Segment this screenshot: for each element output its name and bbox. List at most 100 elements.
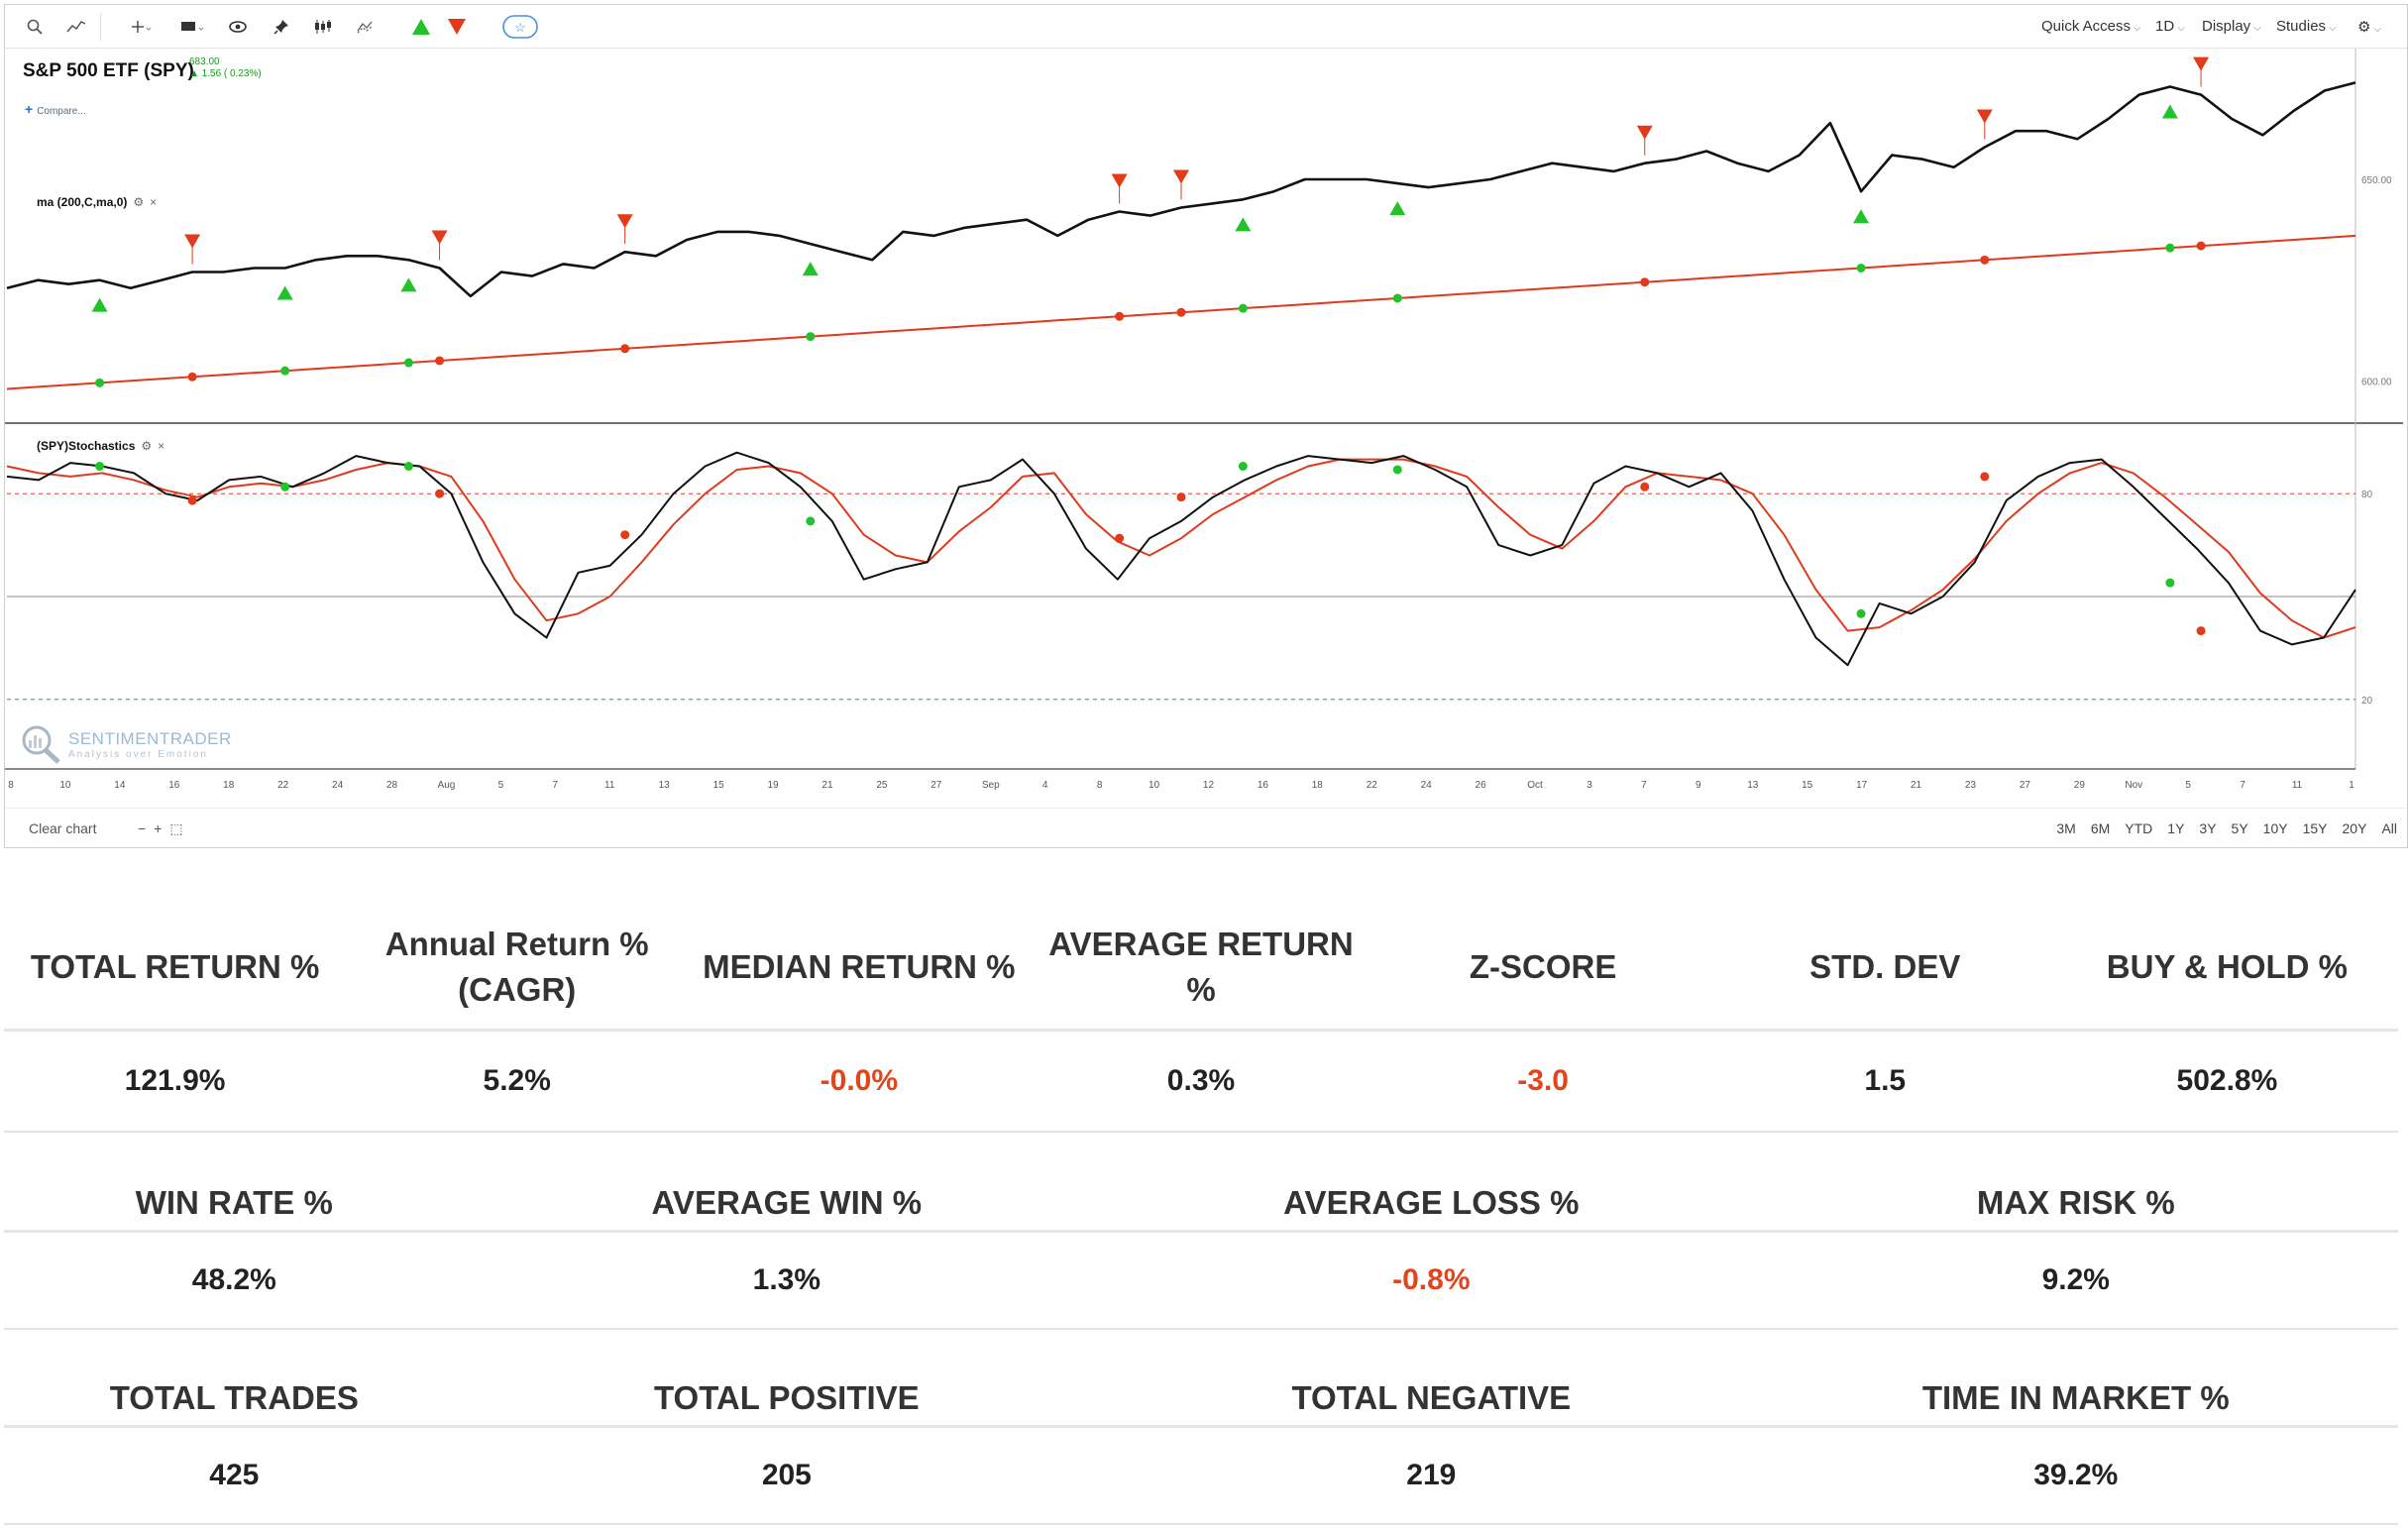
clear-chart-button[interactable]: Clear chart	[29, 820, 97, 836]
x-tick-label: 16	[1258, 780, 1269, 791]
range-20y[interactable]: 20Y	[2342, 820, 2367, 836]
ma-buy-dot	[806, 332, 816, 342]
x-tick-label: 16	[168, 780, 180, 791]
ma-study-label[interactable]: ma (200,C,ma,0) ⚙ ×	[37, 195, 158, 209]
line-chart-icon[interactable]	[62, 13, 90, 41]
range-15y[interactable]: 15Y	[2302, 820, 2328, 836]
stat-header: TOTAL RETURN %	[30, 948, 320, 985]
sell-signal-marker	[1173, 169, 1189, 184]
x-tick-label: 13	[659, 780, 671, 791]
compare-link[interactable]: + Compare...	[25, 101, 86, 117]
watermark-tagline: Analysis over Emotion	[68, 748, 208, 760]
buy-signal-marker	[91, 297, 108, 312]
legend-price: 683.00	[189, 56, 220, 67]
chart-window[interactable]: ☆ Quick Access ⌵ 1D ⌵ Display ⌵ Studies ⌵ ⚙ ⌵…	[4, 4, 2408, 848]
green-up-arrow-icon[interactable]	[407, 13, 435, 41]
close-icon[interactable]: ×	[158, 439, 165, 453]
ma-buy-dot	[403, 358, 413, 368]
candles-icon[interactable]	[308, 13, 338, 41]
gear-icon[interactable]: ⚙	[133, 195, 145, 209]
star-icon[interactable]: ☆	[500, 13, 540, 41]
x-tick-label: 9	[1696, 780, 1701, 791]
stoch-sell-dot	[1640, 482, 1650, 491]
range-10y[interactable]: 10Y	[2262, 820, 2288, 836]
stat-value: 121.9%	[124, 1064, 226, 1097]
stat-value: 1.5	[1864, 1064, 1907, 1097]
gear-icon[interactable]: ⚙	[141, 439, 153, 453]
stat-header: BUY & HOLD %	[2106, 948, 2349, 985]
eye-icon[interactable]	[223, 13, 253, 41]
x-tick-label: 21	[821, 780, 833, 791]
stat-header: TOTAL NEGATIVE	[1291, 1379, 1572, 1416]
stoch-buy-dot	[403, 462, 413, 472]
stoch-buy-dot	[1238, 462, 1248, 472]
x-tick-label: 7	[553, 780, 559, 791]
svg-text:☆: ☆	[514, 20, 526, 35]
sell-signal-marker	[1111, 173, 1128, 188]
stoch-d-line	[6, 458, 2356, 639]
buy-signal-marker	[276, 285, 293, 300]
studies-menu[interactable]: Studies ⌵	[2276, 18, 2337, 35]
zoom-reset-button[interactable]: ⬚	[169, 820, 191, 836]
range-all[interactable]: All	[2381, 820, 2397, 836]
stat-value: 219	[1406, 1459, 1457, 1491]
sell-signal-marker	[616, 214, 633, 229]
range-1y[interactable]: 1Y	[2167, 820, 2185, 836]
zoom-in-button[interactable]: +	[154, 820, 170, 836]
range-6m[interactable]: 6M	[2090, 820, 2111, 836]
range-5y[interactable]: 5Y	[2231, 820, 2248, 836]
x-tick-label: 7	[2240, 780, 2245, 791]
close-icon[interactable]: ×	[150, 195, 158, 209]
range-selector: 3M 6M YTD 1Y 3Y 5Y 10Y 15Y 20Y All	[2056, 820, 2397, 836]
chart-type-icon[interactable]	[173, 13, 213, 41]
buy-signal-marker	[1853, 209, 1870, 224]
x-tick-label: Aug	[438, 780, 456, 791]
ma-buy-dot	[2165, 243, 2175, 253]
x-tick-label: 1	[2349, 780, 2354, 791]
x-tick-label: 25	[876, 780, 888, 791]
stoch-buy-dot	[1856, 608, 1866, 618]
sell-signal-marker	[431, 230, 448, 245]
stoch-study-label[interactable]: (SPY)Stochastics ⚙ ×	[37, 439, 165, 453]
watermark-name: SENTIMENTRADER	[68, 728, 232, 748]
price-axis-label: 650.00	[2361, 175, 2392, 186]
stat-value: 425	[209, 1459, 260, 1491]
range-3m[interactable]: 3M	[2056, 820, 2076, 836]
x-tick-label: 8	[1097, 780, 1103, 791]
stat-header: TOTAL TRADES	[109, 1379, 359, 1416]
range-ytd[interactable]: YTD	[2125, 820, 2153, 836]
x-tick-label: 27	[930, 780, 942, 791]
backtest-stats: TOTAL RETURN % Annual Return % (CAGR) ME…	[4, 906, 2398, 1525]
pin-icon[interactable]	[267, 13, 296, 41]
stat-header: AVERAGE RETURN %	[1048, 926, 1354, 1008]
quick-access-menu[interactable]: Quick Access ⌵	[2041, 18, 2141, 35]
interval-menu[interactable]: 1D ⌵	[2155, 18, 2185, 35]
display-menu[interactable]: Display ⌵	[2202, 18, 2261, 35]
crosshair-icon[interactable]	[122, 13, 162, 41]
stat-header: TOTAL POSITIVE	[653, 1379, 920, 1416]
search-icon[interactable]	[21, 13, 49, 41]
stats-row-2: WIN RATE % AVERAGE WIN % AVERAGE LOSS % …	[4, 1133, 2398, 1330]
sell-signal-marker	[2193, 56, 2210, 71]
ma-sell-dot	[1640, 277, 1650, 287]
x-tick-label: 18	[223, 780, 235, 791]
x-tick-label: 15	[1802, 780, 1813, 791]
stat-value: -0.0%	[820, 1064, 899, 1097]
x-tick-label: 19	[767, 780, 779, 791]
stoch-buy-dot	[1392, 465, 1402, 475]
x-tick-label: 10	[59, 780, 71, 791]
chart-footer: Clear chart −+⬚ 3M 6M YTD 1Y 3Y 5Y 10Y 1…	[5, 808, 2407, 847]
x-tick-label: 18	[1312, 780, 1324, 791]
x-tick-label: 12	[1203, 780, 1215, 791]
zoom-out-button[interactable]: −	[138, 820, 155, 836]
x-tick-label: 7	[1641, 780, 1647, 791]
legend-title: S&P 500 ETF (SPY)	[23, 60, 194, 81]
stat-value: 39.2%	[2033, 1459, 2119, 1491]
red-down-arrow-icon[interactable]	[443, 13, 471, 41]
x-tick-label: 4	[1042, 780, 1048, 791]
x-tick-label: 10	[1149, 780, 1160, 791]
gear-icon[interactable]: ⚙ ⌵	[2357, 19, 2382, 36]
range-3y[interactable]: 3Y	[2199, 820, 2217, 836]
compare-icon[interactable]	[352, 13, 382, 41]
